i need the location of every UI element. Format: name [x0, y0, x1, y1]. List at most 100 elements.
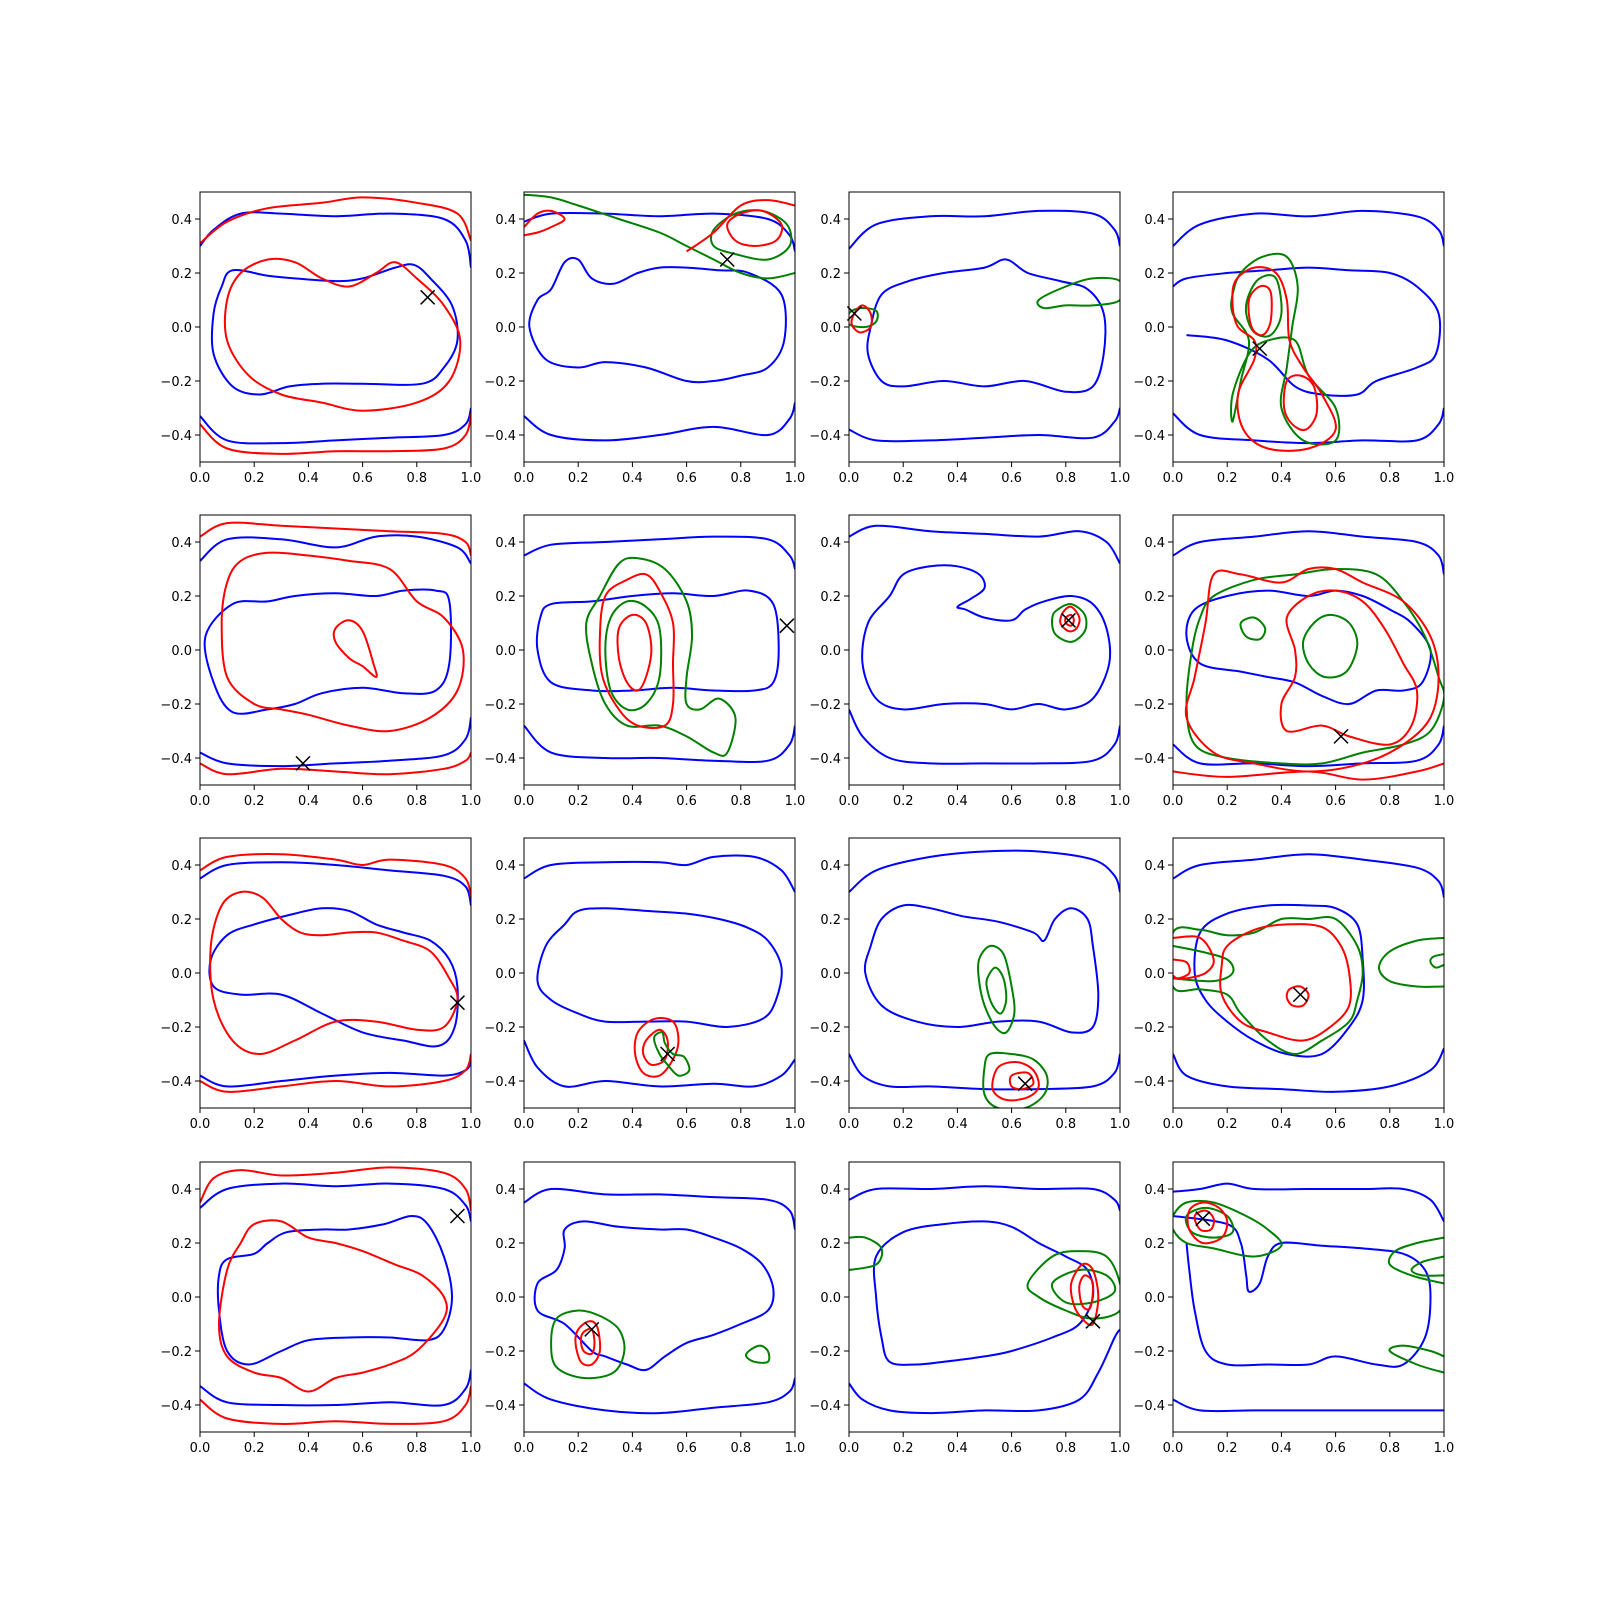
x-tick-label: 0.2: [568, 471, 589, 486]
red-contour-line: [1279, 589, 1419, 746]
red-contour-line: [1184, 566, 1440, 773]
green-contour-line: [1387, 1236, 1444, 1285]
contour-group: [200, 196, 471, 455]
red-contour-line: [200, 1385, 471, 1425]
x-tick-label: 0.2: [893, 1117, 914, 1132]
green-contour-line: [1051, 602, 1088, 643]
y-tick-label: 0.0: [1144, 321, 1165, 336]
x-tick-label: 1.0: [461, 1117, 482, 1132]
x-tick-label: 0.4: [298, 794, 319, 809]
green-contour-line: [1239, 616, 1267, 641]
x-tick-label: 1.0: [461, 794, 482, 809]
green-contour-line: [1388, 1344, 1444, 1374]
subplot-2-4: 0.0 0.2 0.4 0.6 0.8 1.0 −0.4 −0.2 0.0 0.2 0.4: [1133, 514, 1454, 809]
y-tick-label: 0.4: [171, 536, 192, 551]
y-tick-label: 0.4: [171, 213, 192, 228]
y-tick-label: 0.4: [1144, 1183, 1165, 1198]
y-tick-label: −0.2: [160, 1021, 192, 1036]
green-contour-line: [653, 1031, 691, 1077]
blue-contour-line: [849, 1328, 1120, 1415]
blue-contour-line: [1173, 209, 1444, 247]
x-tick-label: 0.0: [839, 1117, 860, 1132]
y-tick-label: 0.4: [1144, 536, 1165, 551]
red-contour-line: [1173, 935, 1215, 980]
x-marker: [584, 1321, 600, 1337]
y-tick-label: 0.2: [495, 1237, 516, 1252]
x-tick-label: 0.4: [298, 1117, 319, 1132]
blue-contour-line: [849, 524, 1120, 565]
contour-group: [200, 1166, 471, 1425]
x-tick-label: 0.2: [893, 794, 914, 809]
blue-contour-line: [200, 1369, 471, 1407]
axes-frame: [199, 514, 472, 786]
blue-contour-line: [849, 849, 1120, 893]
x-tick-label: 0.4: [947, 794, 968, 809]
red-contour-line: [991, 1061, 1040, 1102]
y-tick-label: −0.2: [1133, 1345, 1165, 1360]
y-tick-label: 0.4: [820, 859, 841, 874]
x-tick-label: 0.6: [1001, 471, 1022, 486]
x-tick-label: 0.6: [1325, 471, 1346, 486]
green-contour-line: [1036, 276, 1120, 310]
contour-group: [1173, 1182, 1444, 1413]
contour-group: [524, 854, 795, 1088]
red-contour-line: [1282, 374, 1319, 432]
blue-contour-line: [528, 256, 787, 384]
blue-contour-line: [208, 907, 459, 1048]
x-tick-label: 0.8: [1379, 1117, 1400, 1132]
red-contour-line: [1173, 958, 1191, 980]
y-tick-label: 0.4: [171, 859, 192, 874]
x-tick-label: 0.6: [676, 1441, 697, 1456]
y-tick-label: −0.4: [809, 429, 841, 444]
subplot-1-3: 0.0 0.2 0.4 0.6 0.8 1.0 −0.4 −0.2 0.0 0.2 0.4: [809, 191, 1131, 486]
x-tick-label: 1.0: [1110, 471, 1131, 486]
x-tick-label: 0.4: [947, 1117, 968, 1132]
blue-contour-line: [524, 1377, 795, 1415]
y-tick-label: 0.0: [1144, 644, 1165, 659]
y-tick-label: −0.4: [160, 1075, 192, 1090]
y-tick-label: 0.4: [495, 213, 516, 228]
blue-contour-line: [872, 1220, 1095, 1366]
x-tick-label: 0.4: [622, 794, 643, 809]
subplot-3-1: 0.0 0.2 0.4 0.6 0.8 1.0 −0.4 −0.2 0.0 0.2 0.4: [160, 837, 482, 1132]
y-tick-label: 0.4: [171, 1183, 192, 1198]
subplot-1-2: 0.0 0.2 0.4 0.6 0.8 1.0 −0.4 −0.2 0.0 0.2 0.4: [484, 191, 805, 486]
x-marker: [449, 1208, 465, 1224]
x-tick-label: 0.0: [514, 1441, 535, 1456]
y-tick-label: −0.4: [809, 1399, 841, 1414]
contour-group: [849, 209, 1120, 443]
y-tick-label: 0.2: [171, 267, 192, 282]
green-contour-line: [1173, 1199, 1283, 1258]
blue-contour-line: [524, 535, 795, 570]
y-tick-label: 0.4: [495, 859, 516, 874]
x-tick-label: 0.6: [1001, 1117, 1022, 1132]
y-tick-label: 0.0: [495, 321, 516, 336]
x-tick-label: 1.0: [785, 794, 806, 809]
y-tick-label: 0.2: [1144, 1237, 1165, 1252]
blue-contour-line: [533, 1220, 775, 1372]
x-marker: [660, 1046, 676, 1062]
x-tick-label: 0.4: [947, 1441, 968, 1456]
axes-frame: [199, 837, 472, 1109]
green-contour-line: [1050, 1268, 1117, 1306]
contour-group: [1173, 209, 1444, 452]
y-tick-label: 0.4: [820, 1183, 841, 1198]
green-contour-line: [744, 1344, 771, 1364]
y-tick-label: −0.2: [809, 375, 841, 390]
x-tick-label: 0.8: [406, 1117, 427, 1132]
y-tick-label: 0.4: [820, 213, 841, 228]
x-marker: [1252, 341, 1268, 357]
red-contour-line: [209, 890, 459, 1055]
y-tick-label: 0.0: [1144, 967, 1165, 982]
x-tick-label: 0.0: [839, 471, 860, 486]
red-contour-line: [200, 752, 471, 776]
contour-group: [849, 849, 1120, 1108]
x-marker: [1195, 1211, 1211, 1227]
x-marker: [1333, 728, 1349, 744]
green-contour-line: [1173, 945, 1235, 983]
blue-contour-line: [1173, 1215, 1432, 1368]
y-tick-label: −0.4: [1133, 752, 1165, 767]
y-tick-label: 0.0: [1144, 1291, 1165, 1306]
green-contour-line: [1230, 252, 1341, 446]
